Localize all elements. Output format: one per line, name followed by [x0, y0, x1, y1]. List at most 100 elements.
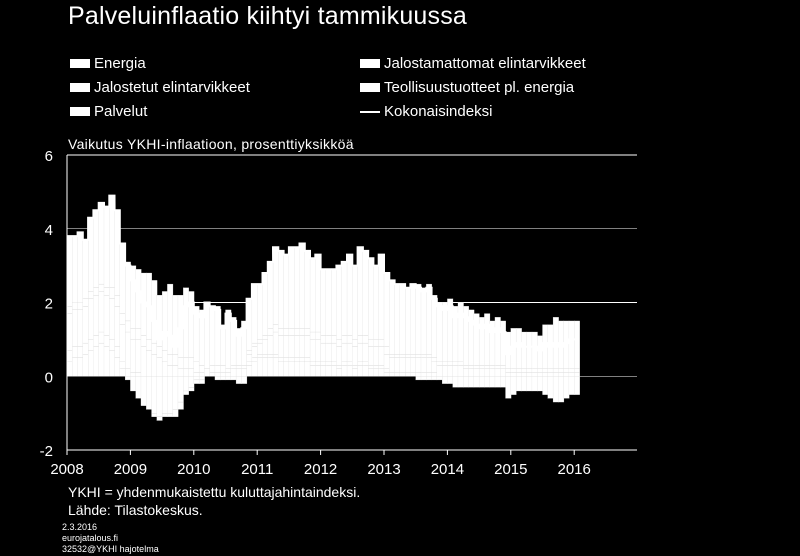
bar-segment-energia [346, 365, 353, 377]
bar-segment-energia [151, 376, 158, 414]
bar-segment-energia [473, 376, 480, 388]
source: Lähde: Tilastokeskus. [68, 502, 203, 518]
bar-segment-jalostetut-elintarvikkeet [299, 335, 306, 358]
bar-segment-teollisuustuotteet-pl-energia [336, 339, 343, 347]
bar-segment-teollisuustuotteet-pl-energia [478, 365, 485, 369]
chart-code: 32532@YKHI hajotelma [62, 544, 159, 554]
bar-segment-jalostetut-elintarvikkeet [468, 368, 475, 377]
bar-segment-jalostetut-elintarvikkeet [124, 331, 131, 369]
bar-segment-energia [230, 368, 237, 377]
bar-segment-palvelut [484, 313, 491, 366]
bars [66, 195, 580, 421]
bar-segment-palvelut [368, 258, 374, 340]
bar-segment-jalostamattomat-elintarvikkeet [177, 401, 184, 410]
bar-segment-jalostetut-elintarvikkeet [198, 372, 205, 377]
chart-title: Palveluinflaatio kiihtyi tammikuussa [68, 2, 468, 30]
bar-segment-energia [172, 376, 179, 410]
bar-segment-energia [140, 376, 147, 406]
bar-segment-jalostamattomat-elintarvikkeet [415, 372, 422, 377]
bar-segment-teollisuustuotteet-pl-energia [235, 365, 242, 369]
bar-segment-jalostetut-elintarvikkeet [457, 365, 464, 377]
bar-segment-teollisuustuotteet-pl-energia [436, 361, 443, 366]
bar-segment-jalostetut-elintarvikkeet [341, 342, 348, 362]
bar-segment-energia [515, 376, 522, 392]
bar-segment-teollisuustuotteet-pl-energia [93, 287, 100, 296]
bar-segment-teollisuustuotteet-pl-energia [558, 368, 565, 373]
bar-segment-teollisuustuotteet-pl-energia [309, 331, 316, 340]
bar-segment-jalostamattomat-elintarvikkeet [352, 365, 359, 369]
bar-segment-energia [484, 376, 491, 388]
legend-swatch [70, 83, 90, 92]
bar-segment-palvelut [82, 239, 89, 299]
bar-segment-teollisuustuotteet-pl-energia [320, 335, 327, 344]
bar-segment-jalostetut-elintarvikkeet [515, 372, 522, 377]
bar-segment-energia [383, 372, 390, 377]
bar-segment-palvelut [405, 287, 411, 355]
bar-segment-energia [267, 357, 274, 377]
bar-segment-jalostetut-elintarvikkeet [288, 335, 295, 358]
bar-segment-jalostetut-elintarvikkeet [331, 342, 337, 362]
bar-segment-jalostamattomat-elintarvikkeet [346, 361, 353, 366]
bar-segment-teollisuustuotteet-pl-energia [304, 328, 311, 336]
bar-segment-jalostetut-elintarvikkeet [183, 368, 189, 377]
x-tick-label: 2013 [367, 461, 400, 478]
bar-segment-jalostetut-elintarvikkeet [325, 342, 332, 362]
bar-segment-teollisuustuotteet-pl-energia [130, 328, 137, 340]
bar-segment-palvelut [457, 302, 464, 362]
bar-segment-jalostetut-elintarvikkeet [88, 298, 94, 340]
bar-segment-jalostetut-elintarvikkeet [151, 354, 158, 377]
bar-segment-energia [441, 376, 448, 384]
bar-segment-energia [103, 346, 110, 377]
legend-label: Energia [94, 55, 146, 72]
bar-segment-jalostetut-elintarvikkeet [262, 339, 269, 355]
bar-segment-jalostamattomat-elintarvikkeet [251, 357, 258, 362]
bar-segment-jalostetut-elintarvikkeet [383, 354, 390, 369]
bar-segment-teollisuustuotteet-pl-energia [420, 354, 427, 358]
bar-segment-jalostamattomat-elintarvikkeet [193, 379, 200, 384]
legend-item-jalostetut: Jalostetut elintarvikkeet [70, 79, 250, 96]
bar-segment-jalostetut-elintarvikkeet [98, 291, 105, 333]
bar-segment-jalostamattomat-elintarvikkeet [114, 346, 121, 358]
bar-segment-jalostetut-elintarvikkeet [193, 372, 200, 377]
bar-segment-energia [257, 357, 263, 377]
x-tick-label: 2011 [241, 461, 273, 478]
bar-segment-jalostamattomat-elintarvikkeet [188, 387, 195, 392]
bar-segment-teollisuustuotteet-pl-energia [574, 368, 580, 373]
bar-segment-jalostetut-elintarvikkeet [563, 372, 570, 377]
bar-segment-jalostamattomat-elintarvikkeet [130, 372, 137, 377]
bar-segment-teollisuustuotteet-pl-energia [378, 339, 385, 347]
bar-segment-teollisuustuotteet-pl-energia [88, 291, 94, 299]
bar-segment-teollisuustuotteet-pl-energia [98, 283, 105, 292]
bar-segment-teollisuustuotteet-pl-energia [230, 365, 237, 369]
bar-segment-energia [161, 376, 168, 414]
bar-segment-jalostamattomat-elintarvikkeet [357, 361, 364, 366]
bar-segment-jalostamattomat-elintarvikkeet [151, 413, 158, 417]
legend-swatch [70, 107, 90, 116]
bar-segment-jalostetut-elintarvikkeet [447, 365, 454, 377]
bar-segment-energia [214, 372, 221, 377]
bar-segment-palvelut [336, 265, 343, 340]
bar-segment-jalostamattomat-elintarvikkeet [362, 361, 369, 366]
bar-segment-teollisuustuotteet-pl-energia [156, 346, 163, 358]
bar-segment-energia [124, 376, 131, 381]
bar-segment-palvelut [98, 202, 105, 285]
bar-segment-palvelut [288, 247, 295, 329]
bar-segment-jalostamattomat-elintarvikkeet [72, 346, 78, 358]
bar-segment-energia [156, 376, 163, 417]
bar-segment-teollisuustuotteet-pl-energia [198, 365, 205, 373]
bar-segment-energia [426, 376, 432, 381]
bar-segment-teollisuustuotteet-pl-energia [346, 335, 353, 344]
bar-segment-jalostetut-elintarvikkeet [161, 361, 168, 377]
legend-label: Palvelut [94, 103, 148, 120]
bar-segment-jalostetut-elintarvikkeet [373, 346, 380, 366]
legend-item-energia: Energia [70, 55, 146, 72]
bar-segment-energia [272, 357, 279, 377]
bar-segment-teollisuustuotteet-pl-energia [119, 313, 126, 325]
bar-segment-palvelut [77, 232, 84, 303]
bar-segment-palvelut [257, 283, 263, 340]
bar-segment-teollisuustuotteet-pl-energia [521, 368, 528, 373]
bar-segment-jalostetut-elintarvikkeet [72, 309, 78, 347]
bar-segment-energia [135, 376, 142, 399]
